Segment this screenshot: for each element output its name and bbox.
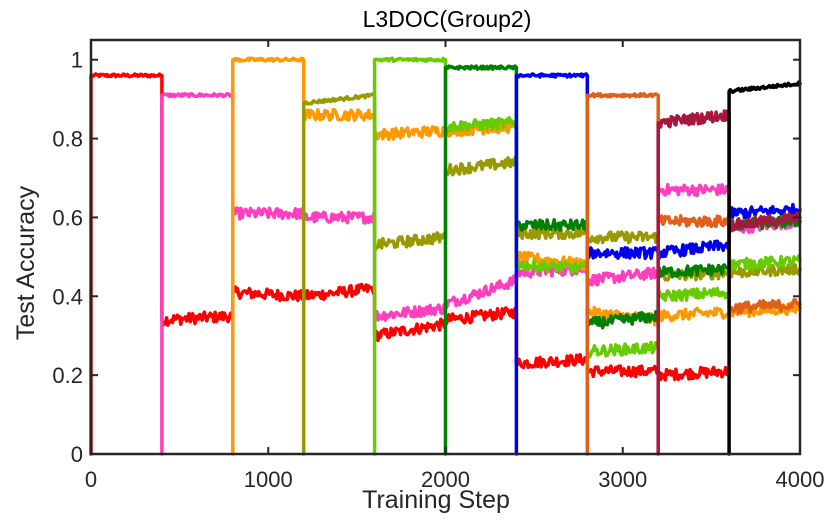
- series-line-task-10: [727, 80, 802, 456]
- chart-title: L3DOC(Group2): [363, 6, 532, 32]
- series-line-task-4: [301, 92, 802, 456]
- y-tick-label: 0.8: [52, 127, 83, 152]
- series-line-task-8: [585, 91, 802, 456]
- y-axis: 0 0.2 0.4 0.6 0.8 1: [52, 48, 800, 467]
- y-tick-label: 1: [71, 48, 83, 73]
- x-tick-label: 2000: [421, 467, 470, 492]
- series-line-task-1: [89, 72, 731, 456]
- x-tick-label: 0: [85, 467, 97, 492]
- x-axis: 0 1000 2000 3000 4000: [85, 40, 825, 492]
- x-tick-label: 4000: [776, 467, 825, 492]
- x-axis-title: Training Step: [362, 486, 510, 514]
- series-layer: [89, 56, 802, 456]
- y-tick-label: 0: [71, 442, 83, 467]
- x-tick-label: 1000: [244, 467, 293, 492]
- series-line-task-2: [160, 91, 802, 456]
- y-tick-label: 0.6: [52, 205, 83, 230]
- y-axis-title: Test Accuracy: [12, 185, 40, 340]
- y-tick-label: 0.2: [52, 363, 83, 388]
- x-tick-label: 3000: [598, 467, 647, 492]
- y-tick-label: 0.4: [52, 284, 83, 309]
